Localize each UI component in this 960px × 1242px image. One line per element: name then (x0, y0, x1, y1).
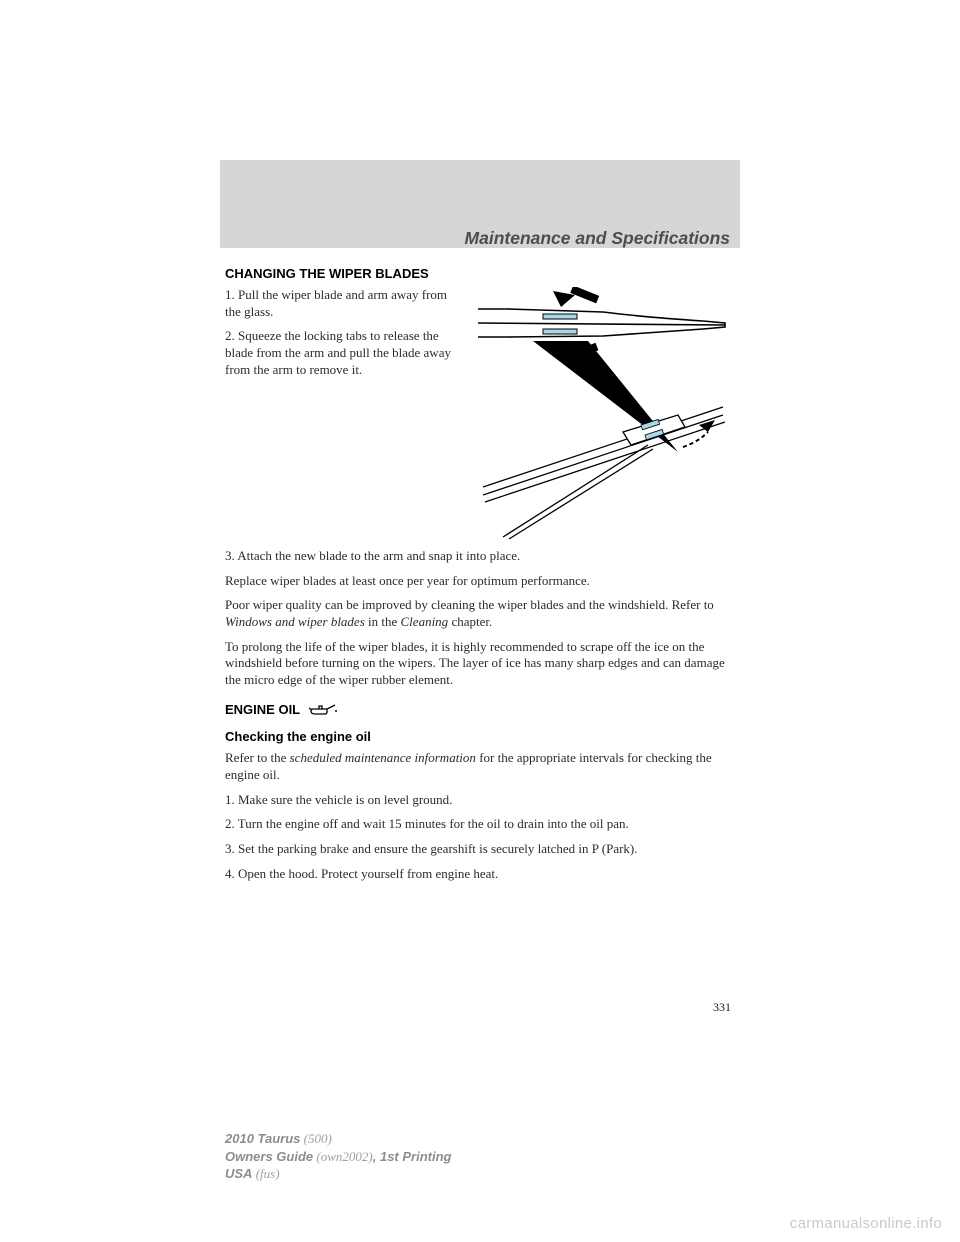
footer-region-bold: USA (225, 1166, 252, 1181)
oil-step-3: 3. Set the parking brake and ensure the … (225, 841, 731, 858)
wiper-poor-em2: Cleaning (401, 614, 449, 629)
wiper-poor-em1: Windows and wiper blades (225, 614, 365, 629)
wiper-step-3: 3. Attach the new blade to the arm and s… (225, 548, 731, 565)
oil-refer-pre: Refer to the (225, 750, 290, 765)
content-area: CHANGING THE WIPER BLADES 1. Pull the wi… (225, 266, 731, 890)
oil-step-1: 1. Make sure the vehicle is on level gro… (225, 792, 731, 809)
checking-oil-subheading: Checking the engine oil (225, 729, 731, 744)
oil-step-2: 2. Turn the engine off and wait 15 minut… (225, 816, 731, 833)
footer-region-rest: (fus) (252, 1166, 279, 1181)
wiper-diagram (473, 287, 728, 542)
footer-model-rest: (500) (300, 1131, 331, 1146)
footer-guide-bold2: , 1st Printing (373, 1149, 452, 1164)
oil-step-4: 4. Open the hood. Protect yourself from … (225, 866, 731, 883)
wiper-poor-quality: Poor wiper quality can be improved by cl… (225, 597, 731, 630)
engine-oil-heading-text: ENGINE OIL (225, 702, 300, 717)
footer: 2010 Taurus (500) Owners Guide (own2002)… (225, 1130, 451, 1183)
watermark: carmanualsonline.info (790, 1215, 942, 1232)
footer-model-bold: 2010 Taurus (225, 1131, 300, 1146)
wiper-diagram-svg (473, 287, 728, 542)
wiper-poor-mid: in the (365, 614, 401, 629)
wiper-top-wrap: 1. Pull the wiper blade and arm away fro… (225, 287, 731, 542)
footer-line-1: 2010 Taurus (500) (225, 1130, 451, 1148)
oil-refer-em: scheduled maintenance information (290, 750, 476, 765)
footer-line-2: Owners Guide (own2002), 1st Printing (225, 1148, 451, 1166)
section-title: Maintenance and Specifications (220, 228, 730, 249)
page: Maintenance and Specifications CHANGING … (0, 0, 960, 1242)
wiper-heading: CHANGING THE WIPER BLADES (225, 266, 731, 281)
wiper-step-1: 1. Pull the wiper blade and arm away fro… (225, 287, 463, 320)
footer-line-3: USA (fus) (225, 1165, 451, 1183)
footer-guide-mid: (own2002) (313, 1149, 373, 1164)
oil-can-icon (308, 702, 338, 719)
wiper-step-2: 2. Squeeze the locking tabs to release t… (225, 328, 463, 378)
page-number: 331 (225, 1000, 731, 1015)
footer-guide-bold1: Owners Guide (225, 1149, 313, 1164)
wiper-prolong: To prolong the life of the wiper blades,… (225, 639, 731, 689)
wiper-left-column: 1. Pull the wiper blade and arm away fro… (225, 287, 463, 542)
wiper-poor-pre: Poor wiper quality can be improved by cl… (225, 597, 714, 612)
wiper-poor-post: chapter. (448, 614, 492, 629)
engine-oil-heading: ENGINE OIL (225, 702, 731, 719)
wiper-replace: Replace wiper blades at least once per y… (225, 573, 731, 590)
oil-refer: Refer to the scheduled maintenance infor… (225, 750, 731, 783)
